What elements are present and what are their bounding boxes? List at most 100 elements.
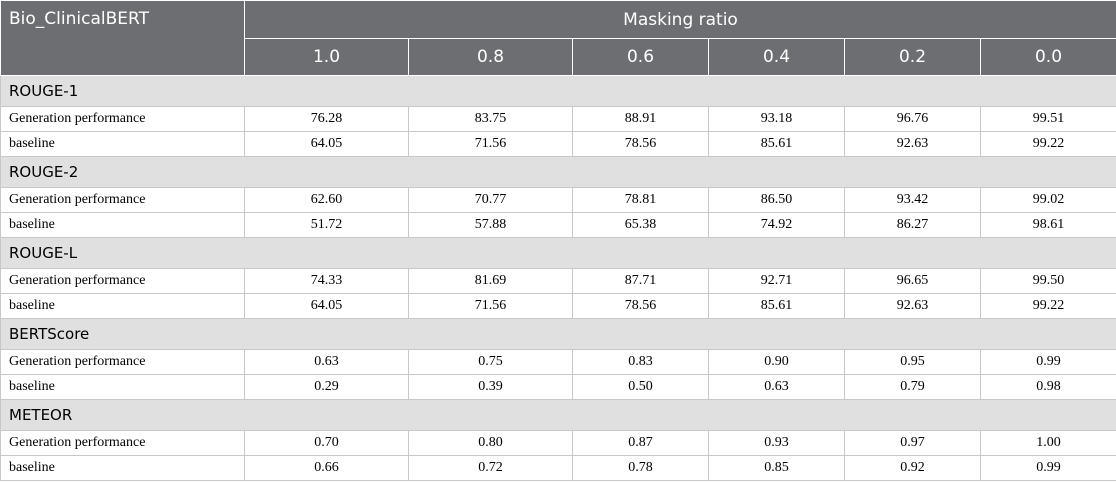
cell: 74.33 <box>244 268 409 294</box>
cell: 0.63 <box>708 374 845 400</box>
cell: 0.95 <box>844 349 981 375</box>
group-header: Masking ratio <box>244 0 1116 39</box>
header-row: 1.0 0.8 0.6 0.4 0.2 0.0 <box>1 38 1116 76</box>
section-row: ROUGE-L <box>0 237 1116 269</box>
cell: 0.97 <box>844 430 981 456</box>
cell: 85.61 <box>708 293 845 319</box>
cell: 0.50 <box>572 374 709 400</box>
section-row: ROUGE-2 <box>0 156 1116 188</box>
row-label: Generation performance <box>0 268 245 294</box>
cell: 0.98 <box>980 374 1116 400</box>
cell: 70.77 <box>408 187 573 213</box>
cell: 96.76 <box>844 106 981 132</box>
cell: 0.99 <box>980 455 1116 481</box>
data-row: baseline 0.29 0.39 0.50 0.63 0.79 0.98 <box>0 374 1116 400</box>
section-title: BERTScore <box>0 318 1116 350</box>
data-row: Generation performance 74.33 81.69 87.71 92.… <box>0 268 1116 294</box>
cell: 99.22 <box>980 293 1116 319</box>
cell: 0.39 <box>408 374 573 400</box>
column-header: 1.0 <box>244 38 409 76</box>
cell: 57.88 <box>408 212 573 238</box>
cell: 0.99 <box>980 349 1116 375</box>
cell: 64.05 <box>244 293 409 319</box>
section-title: METEOR <box>0 399 1116 431</box>
column-header: 0.4 <box>708 38 845 76</box>
cell: 76.28 <box>244 106 409 132</box>
section-row: BERTScore <box>0 318 1116 350</box>
cell: 98.61 <box>980 212 1116 238</box>
row-label: Generation performance <box>0 106 245 132</box>
cell: 92.63 <box>844 131 981 157</box>
cell: 62.60 <box>244 187 409 213</box>
section-row: METEOR <box>0 399 1116 431</box>
cell: 0.66 <box>244 455 409 481</box>
cell: 65.38 <box>572 212 709 238</box>
cell: 86.27 <box>844 212 981 238</box>
cell: 0.29 <box>244 374 409 400</box>
cell: 0.79 <box>844 374 981 400</box>
cell: 86.50 <box>708 187 845 213</box>
row-label: Generation performance <box>0 349 245 375</box>
data-row: Generation performance 0.70 0.80 0.87 0.93 0.… <box>0 430 1116 456</box>
cell: 85.61 <box>708 131 845 157</box>
row-label: baseline <box>0 455 245 481</box>
cell: 96.65 <box>844 268 981 294</box>
cell: 1.00 <box>980 430 1116 456</box>
column-header: 0.0 <box>980 38 1116 76</box>
cell: 93.42 <box>844 187 981 213</box>
column-header: 0.6 <box>572 38 709 76</box>
row-label: Generation performance <box>0 430 245 456</box>
cell: 81.69 <box>408 268 573 294</box>
cell: 0.80 <box>408 430 573 456</box>
row-label: baseline <box>0 131 245 157</box>
cell: 99.50 <box>980 268 1116 294</box>
section-row: ROUGE-1 <box>0 75 1116 107</box>
row-label: Generation performance <box>0 187 245 213</box>
data-row: Generation performance 62.60 70.77 78.81 86.… <box>0 187 1116 213</box>
cell: 51.72 <box>244 212 409 238</box>
data-row: baseline 0.66 0.72 0.78 0.85 0.92 0.99 <box>0 455 1116 481</box>
cell: 99.51 <box>980 106 1116 132</box>
cell: 99.22 <box>980 131 1116 157</box>
cell: 78.56 <box>572 131 709 157</box>
data-row: baseline 64.05 71.56 78.56 85.61 92.63 99.22 <box>0 131 1116 157</box>
cell: 99.02 <box>980 187 1116 213</box>
cell: 0.63 <box>244 349 409 375</box>
cell: 71.56 <box>408 293 573 319</box>
cell: 74.92 <box>708 212 845 238</box>
cell: 0.90 <box>708 349 845 375</box>
cell: 87.71 <box>572 268 709 294</box>
cell: 0.92 <box>844 455 981 481</box>
cell: 93.18 <box>708 106 845 132</box>
cell: 0.75 <box>408 349 573 375</box>
section-title: ROUGE-1 <box>0 75 1116 107</box>
column-header: 0.8 <box>408 38 573 76</box>
cell: 88.91 <box>572 106 709 132</box>
row-label: baseline <box>0 293 245 319</box>
cell: 71.56 <box>408 131 573 157</box>
cell: 83.75 <box>408 106 573 132</box>
row-label: baseline <box>0 374 245 400</box>
column-header: 0.2 <box>844 38 981 76</box>
cell: 78.56 <box>572 293 709 319</box>
cell: 78.81 <box>572 187 709 213</box>
cell: 0.72 <box>408 455 573 481</box>
data-row: Generation performance 0.63 0.75 0.83 0.90 0.… <box>0 349 1116 375</box>
row-label: baseline <box>0 212 245 238</box>
cell: 92.71 <box>708 268 845 294</box>
table-body: ROUGE-1 Generation performance 76.28 83.75 8… <box>0 75 1116 481</box>
data-row: baseline 64.05 71.56 78.56 85.61 92.63 99.22 <box>0 293 1116 319</box>
data-row: baseline 51.72 57.88 65.38 74.92 86.27 98.61 <box>0 212 1116 238</box>
section-title: ROUGE-2 <box>0 156 1116 188</box>
cell: 0.85 <box>708 455 845 481</box>
cell: 0.78 <box>572 455 709 481</box>
section-title: ROUGE-L <box>0 237 1116 269</box>
cell: 92.63 <box>844 293 981 319</box>
data-row: Generation performance 76.28 83.75 88.91 93.… <box>0 106 1116 132</box>
cell: 0.70 <box>244 430 409 456</box>
header-row: Bio_ClinicalBERT Masking ratio <box>0 0 1116 76</box>
cell: 0.87 <box>572 430 709 456</box>
cell: 0.93 <box>708 430 845 456</box>
